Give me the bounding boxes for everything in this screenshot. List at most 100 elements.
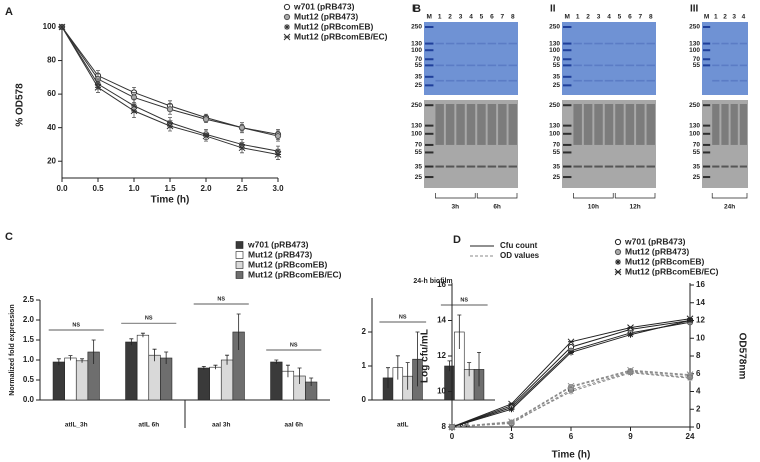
protein-band: [712, 42, 720, 45]
annotation: NS: [399, 314, 407, 320]
protein-band: [604, 79, 614, 82]
protein-band: [583, 79, 593, 82]
legend-label: Mut12 (pRBcomEB/EC): [248, 269, 342, 279]
time-bracket: [573, 193, 614, 199]
smear: [456, 104, 465, 145]
y-tick-label: 14: [437, 316, 446, 325]
protein-band: [487, 165, 497, 168]
legend-swatch: [235, 241, 244, 249]
bar: [75, 360, 89, 401]
marker: [627, 324, 634, 331]
y-tick-label: 12: [696, 316, 705, 325]
x-tick-label: 0.0: [56, 184, 68, 193]
gel-numeral: I: [412, 4, 415, 15]
smear: [477, 104, 486, 145]
smear: [435, 104, 444, 145]
x-tick-label: atlL: [397, 422, 409, 429]
bar: [220, 359, 234, 401]
bar: [64, 357, 77, 401]
protein-band: [435, 79, 444, 82]
series-line: [61, 26, 279, 156]
marker: [238, 144, 246, 152]
x-tick-label: 0: [450, 432, 455, 441]
protein-band: [604, 165, 614, 168]
y-axis-label: Normalized fold expression: [9, 304, 16, 395]
marker-band: [563, 165, 572, 168]
marker-size: 25: [553, 82, 561, 89]
x-tick-label: 2.5: [236, 184, 248, 193]
smear: [583, 104, 593, 145]
protein-band: [508, 165, 517, 168]
x-tick-label: aal 3h: [212, 422, 230, 429]
marker-band: [563, 25, 572, 28]
x-axis-label: Time (h): [151, 195, 190, 206]
error-bar: [152, 348, 157, 362]
marker-band: [563, 42, 572, 45]
smear: [712, 104, 720, 145]
x-tick-label: 1.5: [164, 184, 176, 193]
panel-label: A: [5, 6, 13, 18]
protein-band: [445, 42, 455, 45]
series-line: [451, 318, 691, 428]
protein-band: [721, 64, 729, 67]
protein-band: [573, 165, 582, 168]
lane-label: 1: [438, 14, 442, 21]
smear: [508, 104, 517, 145]
marker: [58, 23, 66, 31]
marker: [274, 151, 282, 158]
x-tick-label: atlL_3h: [65, 422, 88, 429]
protein-band: [594, 64, 603, 67]
protein-band: [730, 79, 738, 82]
error-bar: [140, 332, 145, 338]
marker-size: 250: [549, 102, 560, 109]
time-bracket: [711, 193, 748, 199]
marker-size: 70: [553, 142, 561, 149]
marker-band: [425, 84, 434, 87]
marker-size: 130: [549, 122, 560, 129]
legend-label: Mut12 (pRBcomEB): [248, 259, 328, 269]
lane-label: M: [565, 14, 570, 21]
protein-band: [487, 42, 497, 45]
marker-band: [425, 104, 434, 107]
marker: [284, 24, 290, 30]
y-tick-label: 14: [696, 298, 705, 307]
series-line: [451, 369, 691, 428]
y-tick-label: 0.0: [23, 395, 35, 404]
x-tick-label: 24: [686, 432, 695, 441]
marker-band: [563, 151, 572, 154]
bar: [209, 366, 222, 401]
x-tick-label: 1.0: [128, 184, 140, 193]
lane-label: 8: [649, 14, 653, 21]
marker-size: 70: [693, 142, 701, 149]
protein-band: [646, 42, 655, 45]
protein-band: [625, 42, 635, 45]
lane-label: 1: [576, 14, 580, 21]
lane-label: 4: [469, 14, 473, 21]
error-bar: [467, 362, 472, 377]
series-line: [61, 26, 279, 152]
protein-band: [466, 64, 476, 67]
error-bar: [213, 364, 218, 370]
legend-label: w701 (pRB473): [247, 239, 309, 249]
protein-band: [583, 42, 593, 45]
panel-label: D: [453, 234, 461, 246]
marker-band: [703, 151, 711, 154]
marker-size: 100: [689, 47, 700, 54]
lane-label: 4: [742, 14, 746, 21]
protein-band: [625, 165, 635, 168]
x-tick-label: 2.0: [200, 184, 212, 193]
marker-band: [563, 49, 572, 52]
y2-axis-label: OD578nm: [736, 333, 747, 380]
protein-band: [498, 64, 507, 67]
marker: [568, 349, 574, 356]
smear: [487, 104, 497, 145]
error-bar: [447, 360, 452, 372]
y-tick-label: 100: [43, 22, 57, 31]
protein-band: [477, 79, 486, 82]
marker-size: 100: [549, 47, 560, 54]
marker-size: 25: [415, 174, 423, 181]
marker: [686, 315, 694, 323]
marker-size: 100: [549, 131, 560, 138]
panel-label: C: [5, 231, 13, 243]
